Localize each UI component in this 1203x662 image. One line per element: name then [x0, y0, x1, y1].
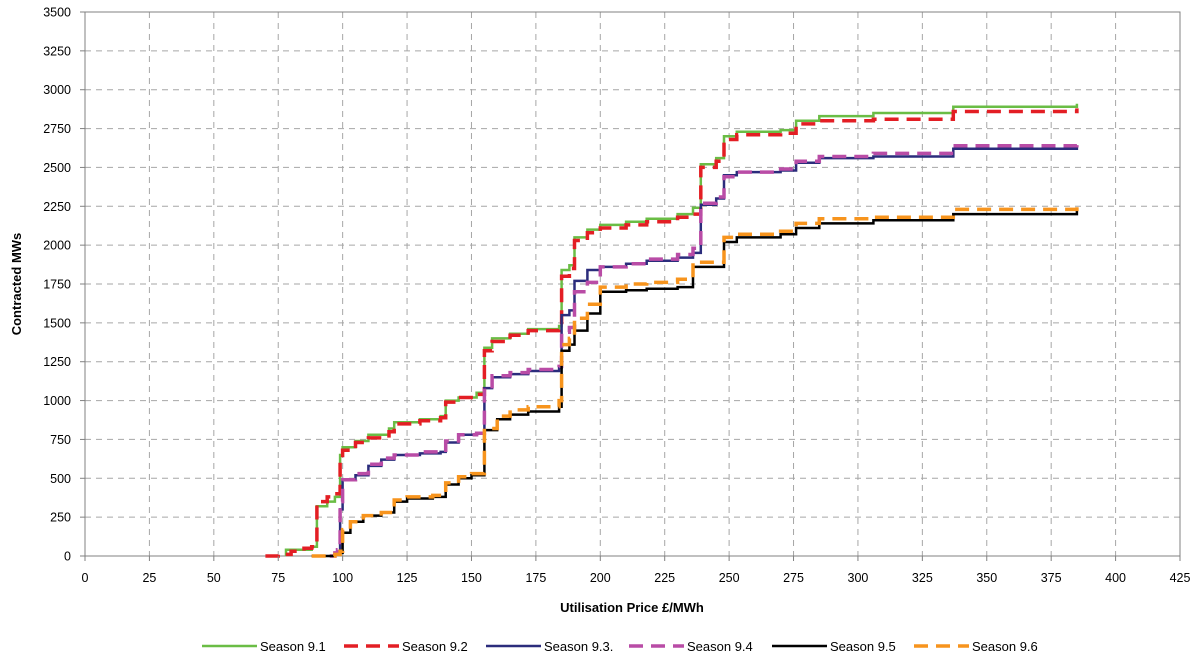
series-line-2	[265, 108, 1079, 558]
x-tick-label: 125	[397, 571, 418, 585]
x-tick-label: 300	[848, 571, 869, 585]
y-tick-label: 2000	[43, 239, 71, 253]
x-tick-label: 375	[1041, 571, 1062, 585]
y-tick-label: 2250	[43, 200, 71, 214]
x-tick-label: 400	[1105, 571, 1126, 585]
gridlines	[85, 12, 1180, 556]
legend-label-6: Season 9.6	[972, 639, 1038, 654]
y-tick-label: 3000	[43, 83, 71, 97]
y-tick-label: 750	[50, 433, 71, 447]
y-tick-label: 1750	[43, 278, 71, 292]
x-axis-ticks: 0 25 50 75 100 125 150 175 200 225 250 275 300 325 350…	[82, 556, 1191, 585]
x-tick-label: 50	[207, 571, 221, 585]
x-tick-label: 150	[461, 571, 482, 585]
series-line-5	[311, 210, 1079, 558]
y-axis-ticks: 0 250 500 750 1000 1250 1500 1750 2000 2250 2500 27…	[43, 6, 85, 564]
x-tick-label: 425	[1170, 571, 1191, 585]
y-tick-label: 1250	[43, 355, 71, 369]
legend-label-5: Season 9.5	[830, 639, 896, 654]
x-tick-label: 325	[912, 571, 933, 585]
y-axis-title: Contracted MWs	[9, 233, 24, 336]
series-line-1	[284, 103, 1079, 556]
legend-label-3: Season 9.3.	[544, 639, 613, 654]
series-line-3	[329, 145, 1079, 558]
y-tick-label: 500	[50, 472, 71, 486]
x-tick-label: 25	[142, 571, 156, 585]
x-tick-label: 0	[82, 571, 89, 585]
x-tick-label: 175	[525, 571, 546, 585]
legend: Season 9.1 Season 9.2 Season 9.3. Season 9.…	[202, 639, 1038, 654]
legend-label-2: Season 9.2	[402, 639, 468, 654]
series-line-4	[329, 142, 1079, 558]
series-lines	[265, 103, 1079, 558]
y-tick-label: 3250	[43, 44, 71, 58]
legend-label-4: Season 9.4	[687, 639, 753, 654]
y-tick-label: 3500	[43, 6, 71, 20]
x-tick-label: 225	[654, 571, 675, 585]
y-tick-label: 2500	[43, 161, 71, 175]
x-tick-label: 75	[271, 571, 285, 585]
y-tick-label: 2750	[43, 122, 71, 136]
legend-label-1: Season 9.1	[260, 639, 326, 654]
x-tick-label: 100	[332, 571, 353, 585]
y-tick-label: 250	[50, 511, 71, 525]
y-tick-label: 0	[64, 550, 71, 564]
x-tick-label: 275	[783, 571, 804, 585]
y-tick-label: 1500	[43, 316, 71, 330]
y-tick-label: 1000	[43, 394, 71, 408]
plot-area-border	[84, 11, 1181, 557]
series-line-6	[311, 206, 1079, 558]
x-tick-label: 200	[590, 571, 611, 585]
x-tick-label: 350	[976, 571, 997, 585]
x-axis-title: Utilisation Price £/MWh	[560, 600, 704, 615]
x-tick-label: 250	[719, 571, 740, 585]
